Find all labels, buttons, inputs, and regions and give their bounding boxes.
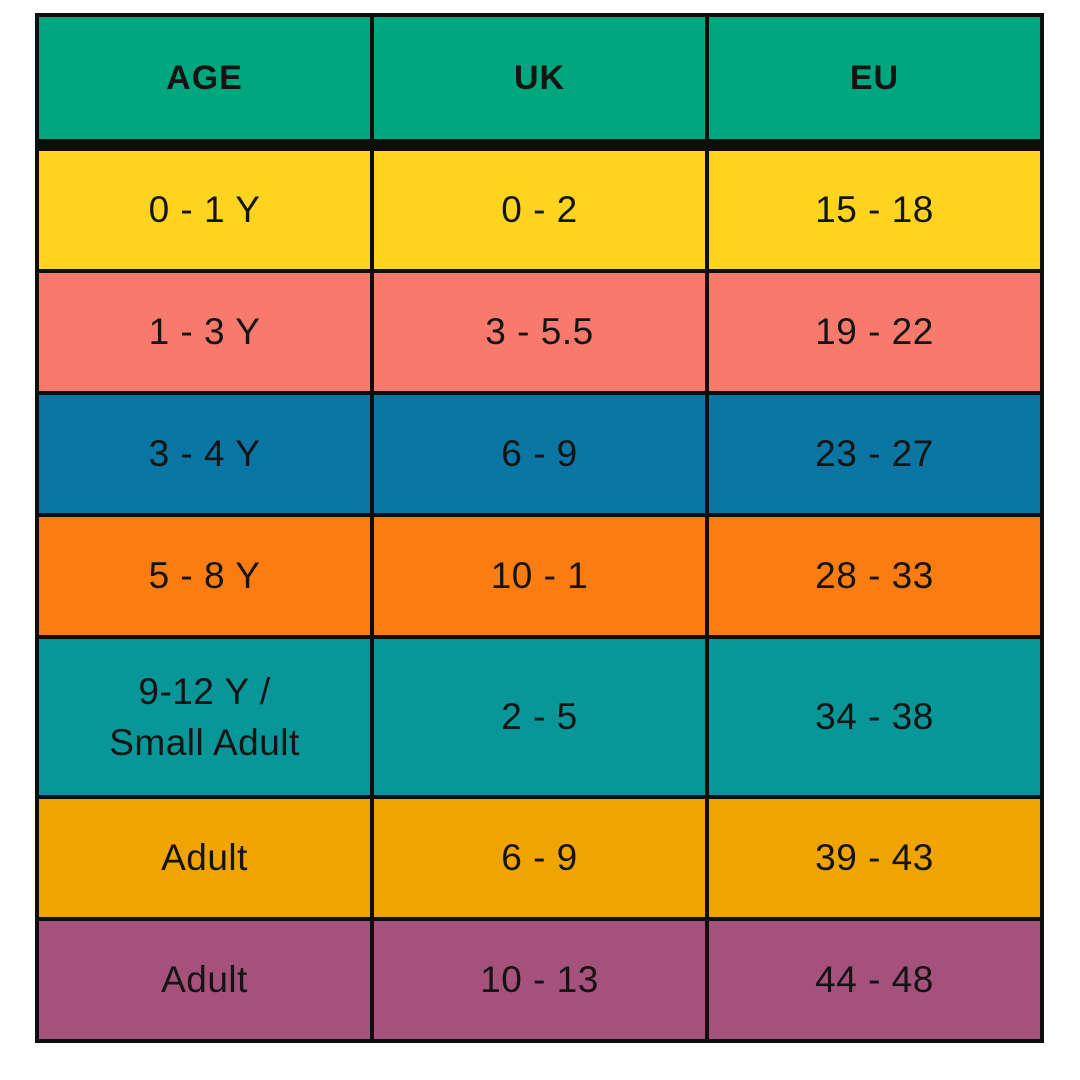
uk-size-cell: 6 - 9: [370, 795, 709, 921]
uk-size-cell: 6 - 9: [370, 391, 709, 517]
age-cell: 5 - 8 Y: [35, 513, 374, 639]
eu-size-cell: 19 - 22: [705, 269, 1044, 395]
header-row: AGE UK EU: [35, 13, 1044, 151]
table-row: 1 - 3 Y 3 - 5.5 19 - 22: [35, 269, 1044, 395]
uk-size-cell: 3 - 5.5: [370, 269, 709, 395]
eu-size-cell: 34 - 38: [705, 635, 1044, 799]
table-row: 0 - 1 Y 0 - 2 15 - 18: [35, 143, 1044, 273]
age-cell: 9-12 Y / Small Adult: [35, 635, 374, 799]
eu-size-cell: 23 - 27: [705, 391, 1044, 517]
size-chart-table: AGE UK EU 0 - 1 Y 0 - 2 15 - 18 1 - 3 Y …: [35, 13, 1044, 1043]
column-header-age: AGE: [35, 13, 374, 151]
eu-size-cell: 28 - 33: [705, 513, 1044, 639]
eu-size-cell: 39 - 43: [705, 795, 1044, 921]
table-row: Adult 6 - 9 39 - 43: [35, 795, 1044, 921]
age-cell: 0 - 1 Y: [35, 143, 374, 273]
age-cell: 1 - 3 Y: [35, 269, 374, 395]
eu-size-cell: 15 - 18: [705, 143, 1044, 273]
table-row: 5 - 8 Y 10 - 1 28 - 33: [35, 513, 1044, 639]
column-header-uk: UK: [370, 13, 709, 151]
uk-size-cell: 2 - 5: [370, 635, 709, 799]
uk-size-cell: 10 - 13: [370, 917, 709, 1043]
table-row: 3 - 4 Y 6 - 9 23 - 27: [35, 391, 1044, 517]
table-row: Adult 10 - 13 44 - 48: [35, 917, 1044, 1043]
age-cell: 3 - 4 Y: [35, 391, 374, 517]
age-cell: Adult: [35, 795, 374, 921]
uk-size-cell: 0 - 2: [370, 143, 709, 273]
column-header-eu: EU: [705, 13, 1044, 151]
table-row: 9-12 Y / Small Adult 2 - 5 34 - 38: [35, 635, 1044, 799]
uk-size-cell: 10 - 1: [370, 513, 709, 639]
age-cell: Adult: [35, 917, 374, 1043]
eu-size-cell: 44 - 48: [705, 917, 1044, 1043]
